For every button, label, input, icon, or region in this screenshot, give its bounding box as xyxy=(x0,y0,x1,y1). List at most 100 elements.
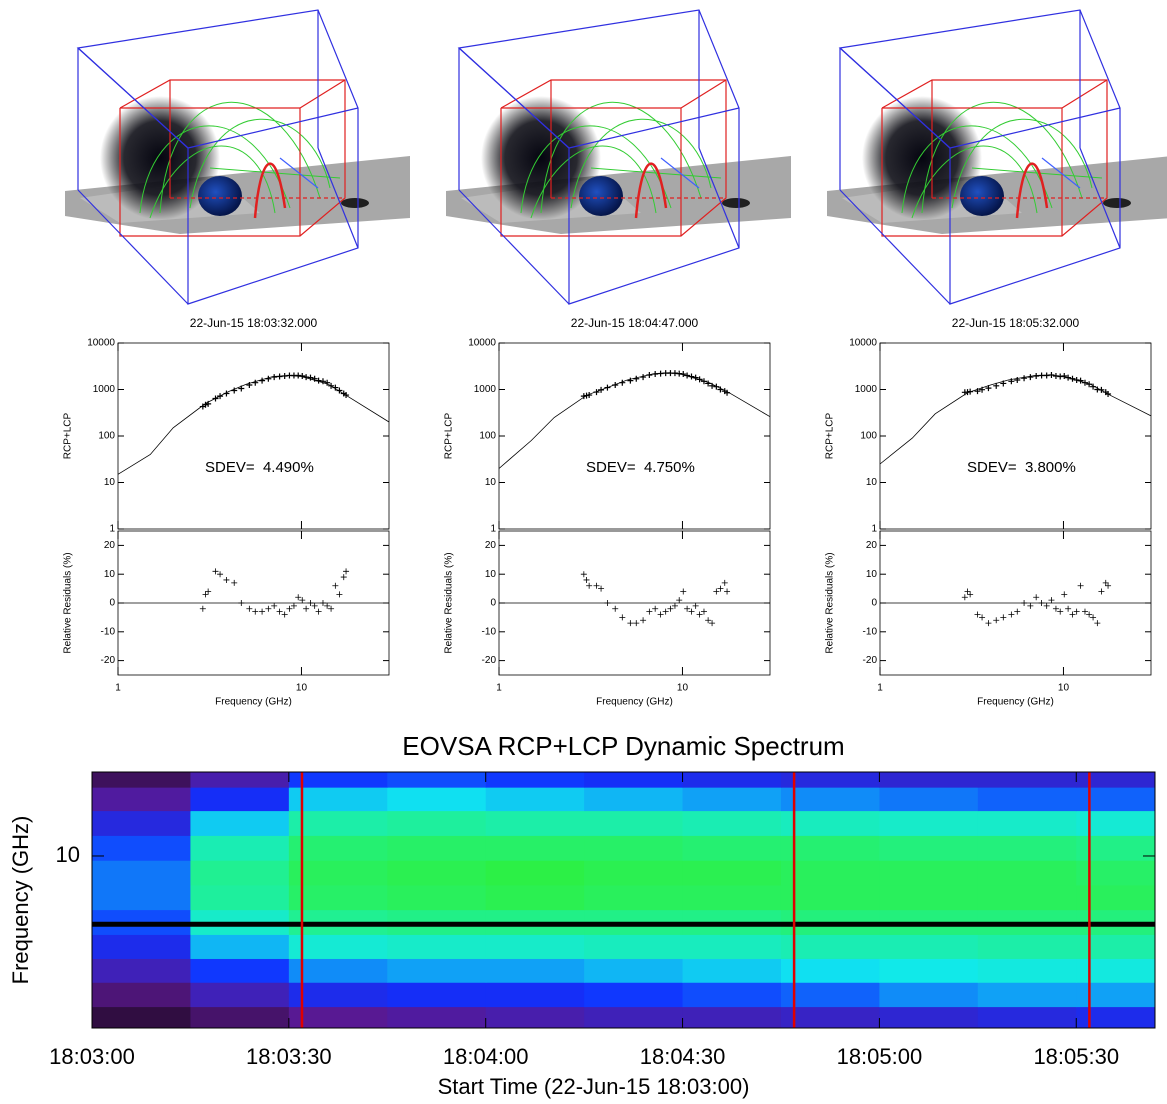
x-tick-label: 18:05:00 xyxy=(837,1044,923,1069)
x-tick-label: 10 xyxy=(677,683,689,694)
residual-point xyxy=(1065,605,1072,612)
data-point xyxy=(640,374,647,381)
residual-point xyxy=(1008,611,1015,618)
data-point xyxy=(598,386,605,393)
data-point xyxy=(985,385,992,392)
residual-point xyxy=(1043,602,1050,609)
residual-point xyxy=(593,582,600,589)
residual-point xyxy=(281,611,288,618)
heatmap-cell xyxy=(387,810,487,836)
heatmap-cell xyxy=(977,810,1077,836)
y-tick-label: 1 xyxy=(871,524,877,535)
heatmap-cell xyxy=(879,787,979,812)
residual-point xyxy=(633,620,640,627)
annotation: SDEV= 3.800% xyxy=(967,459,1076,476)
x-tick-label: 18:03:30 xyxy=(246,1044,332,1069)
residual-point xyxy=(667,605,674,612)
heatmap-cell xyxy=(288,835,388,861)
heatmap-cell xyxy=(485,884,585,911)
residual-point xyxy=(709,620,716,627)
heatmap-cell xyxy=(92,958,192,983)
residual-point xyxy=(1000,614,1007,621)
y-axis-label: RCP+LCP xyxy=(63,412,74,459)
heatmap-cell xyxy=(879,982,979,1008)
heatmap-cell xyxy=(288,958,388,983)
spectrum-panel: 22-Jun-15 18:05:32.000110100100010000-20… xyxy=(825,316,1152,708)
data-point xyxy=(1077,377,1084,384)
data-point xyxy=(238,385,245,392)
y-tick-label: 20 xyxy=(485,540,497,551)
residual-point xyxy=(1057,608,1064,615)
residual-point xyxy=(657,611,664,618)
heatmap-cell xyxy=(977,1006,1077,1028)
heatmap-cell xyxy=(977,934,1077,959)
residual-point xyxy=(721,579,728,586)
data-point xyxy=(332,384,339,391)
heatmap-cell xyxy=(682,1006,782,1028)
residual-point xyxy=(1098,588,1105,595)
y-tick-label: 10 xyxy=(485,477,497,488)
residual-point xyxy=(295,594,302,601)
residual-point xyxy=(604,600,611,606)
model-curve xyxy=(498,372,771,469)
residual-point xyxy=(315,608,322,615)
heatmap-cell xyxy=(977,884,1077,911)
y-tick-label: 1 xyxy=(490,524,496,535)
x-axis-label: Frequency (GHz) xyxy=(215,697,292,708)
annotation: SDEV= 4.490% xyxy=(205,459,314,476)
heatmap-cell xyxy=(190,787,290,812)
data-point xyxy=(633,375,640,382)
heatmap-cell xyxy=(682,835,782,861)
residual-point xyxy=(688,608,695,615)
heatmap-cell xyxy=(387,934,487,959)
x-tick-label: 1 xyxy=(115,683,121,694)
data-point xyxy=(993,382,1000,389)
heatmap-cell xyxy=(288,934,388,959)
data-point xyxy=(212,395,219,402)
data-point xyxy=(324,379,331,386)
data-point xyxy=(1021,375,1028,382)
data-point xyxy=(705,380,712,387)
heatmap-cell xyxy=(288,982,388,1008)
y-axis-label: RCP+LCP xyxy=(444,412,455,459)
model-rendering xyxy=(444,8,793,306)
heatmap-cell xyxy=(190,934,290,959)
data-point xyxy=(299,373,306,380)
heatmap-cell xyxy=(387,1006,487,1028)
residual-point xyxy=(1052,605,1059,612)
heatmap-cell xyxy=(387,772,487,788)
residual-point xyxy=(1038,600,1045,606)
residual-point xyxy=(1081,608,1088,615)
data-point xyxy=(315,377,322,384)
residual-point xyxy=(328,605,335,612)
y-tick-label: -20 xyxy=(101,655,116,666)
data-point xyxy=(259,377,266,384)
heatmap-cell xyxy=(1076,1006,1155,1028)
residual-point xyxy=(713,588,720,595)
chart-title: EOVSA RCP+LCP Dynamic Spectrum xyxy=(402,731,844,761)
data-point xyxy=(1081,379,1088,386)
residual-point xyxy=(299,597,306,604)
heatmap-cell xyxy=(288,884,388,911)
residual-point xyxy=(336,591,343,598)
residual-point xyxy=(985,620,992,627)
heatmap-cell xyxy=(387,787,487,812)
heatmap-cell xyxy=(682,934,782,959)
panel-title: 22-Jun-15 18:05:32.000 xyxy=(952,316,1080,330)
dynamic-spectrum: EOVSA RCP+LCP Dynamic Spectrum 18:03:00 18… xyxy=(8,731,1156,1099)
data-point xyxy=(717,386,724,393)
data-point xyxy=(271,374,278,381)
residual-point xyxy=(205,588,212,595)
residual-point xyxy=(627,620,634,627)
data-point xyxy=(652,371,659,378)
residual-point xyxy=(580,571,587,578)
x-tick-label: 18:04:00 xyxy=(443,1044,529,1069)
data-point xyxy=(979,386,986,393)
cells xyxy=(92,772,1155,1028)
heatmap-cell xyxy=(584,1006,684,1028)
heatmap-cell xyxy=(584,835,684,861)
y-tick-label: 10000 xyxy=(849,338,877,349)
x-tick-label: 10 xyxy=(296,683,308,694)
heatmap-cell xyxy=(288,787,388,812)
panel-title: 22-Jun-15 18:04:47.000 xyxy=(571,316,699,330)
